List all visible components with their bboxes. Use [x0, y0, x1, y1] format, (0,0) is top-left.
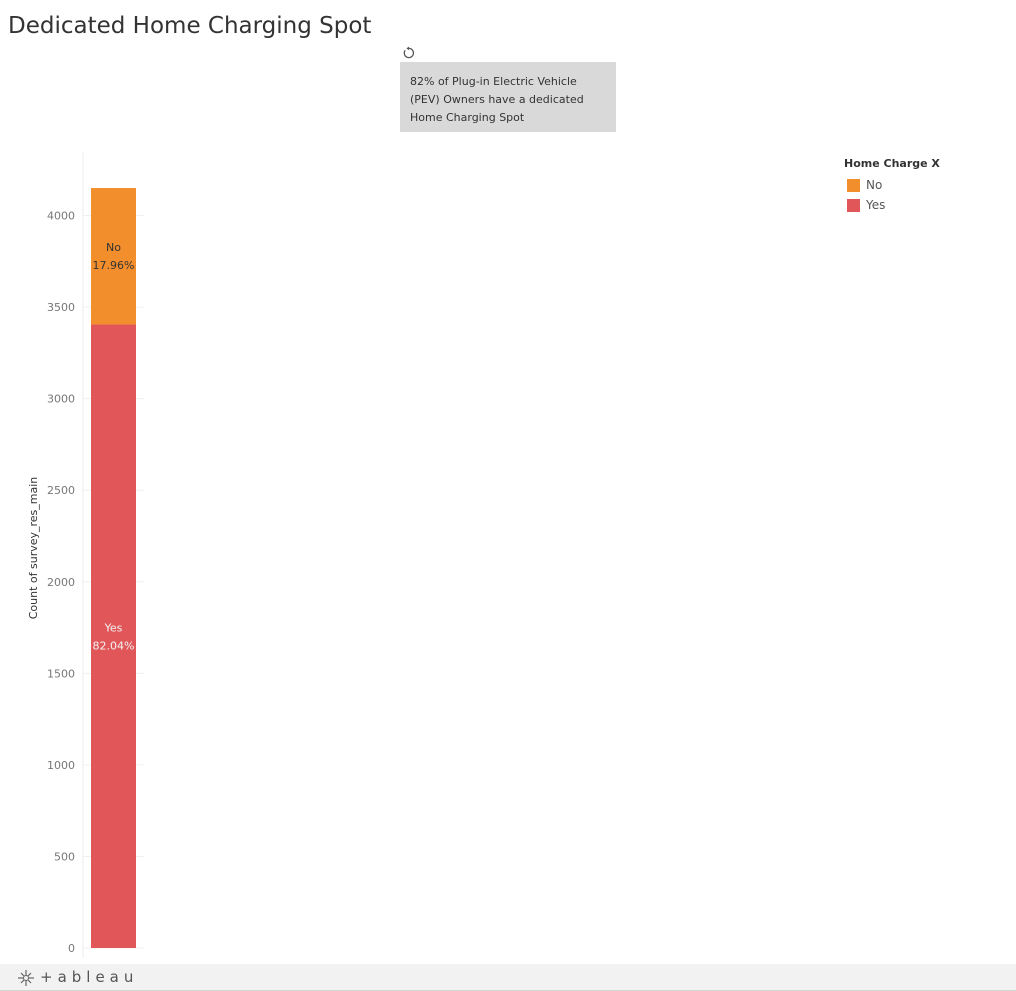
- bar-segment-yes: [91, 324, 136, 949]
- y-tick-label: 4000: [47, 210, 75, 223]
- bar-chart: 0 500 1000 1500 2000 2500 3000 3500 4000 Count of…: [27, 152, 144, 958]
- y-tick-label: 2000: [47, 576, 75, 589]
- footer-bar: +ableau: [0, 964, 1016, 991]
- revert-icon[interactable]: [402, 46, 416, 60]
- legend-item-yes[interactable]: Yes: [844, 195, 940, 215]
- annotation-line-3: Home Charging Spot: [410, 111, 525, 124]
- legend-swatch-yes: [847, 198, 860, 212]
- annotation-box: 82% of Plug-in Electric Vehicle (PEV) Ow…: [400, 62, 616, 132]
- y-tick-label: 0: [68, 942, 75, 955]
- legend-label-no: No: [866, 178, 883, 192]
- y-tick-label: 2500: [47, 484, 75, 497]
- tableau-logo-icon[interactable]: [17, 969, 35, 987]
- data-label-pct-yes: 82.04%: [93, 640, 135, 653]
- annotation-line-2: (PEV) Owners have a dedicated: [410, 93, 584, 106]
- data-label-no: No: [106, 241, 121, 254]
- legend-title: Home Charge X: [844, 157, 940, 170]
- legend-swatch-no: [847, 178, 860, 192]
- y-tick-label: 3500: [47, 301, 75, 314]
- page-title: Dedicated Home Charging Spot: [8, 13, 372, 39]
- data-label-pct-no: 17.96%: [93, 259, 135, 272]
- legend-label-yes: Yes: [866, 198, 886, 212]
- y-tick-label: 1500: [47, 667, 75, 680]
- legend: Home Charge X No Yes: [844, 156, 940, 215]
- y-tick-label: 3000: [47, 393, 75, 406]
- data-label-yes: Yes: [104, 622, 123, 635]
- y-tick-label: 1000: [47, 759, 75, 772]
- y-axis-label: Count of survey_res_main: [27, 477, 40, 620]
- annotation-line-1: 82% of Plug-in Electric Vehicle: [410, 75, 577, 88]
- legend-item-no[interactable]: No: [844, 175, 940, 195]
- y-tick-label: 500: [54, 850, 75, 863]
- bar-segment-no: [91, 188, 136, 325]
- tableau-wordmark[interactable]: +ableau: [40, 968, 139, 986]
